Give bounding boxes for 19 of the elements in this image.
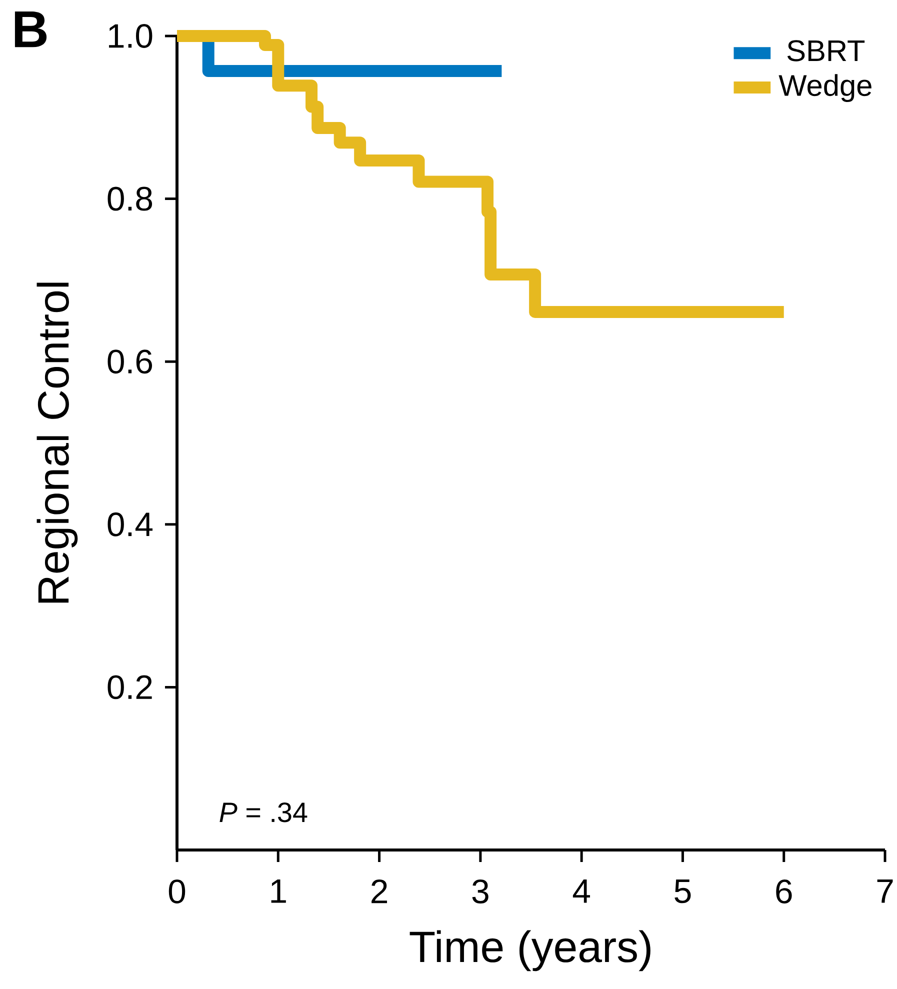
x-tick-label: 0	[168, 879, 186, 904]
x-tick-label: 3	[472, 879, 488, 904]
legend-label: Wedge	[778, 74, 872, 102]
x-tick-label: 4	[572, 879, 590, 903]
x-axis-title: Time (years)	[410, 930, 650, 972]
x-tick-label: 6	[776, 879, 792, 904]
annotation: P = .34	[220, 802, 308, 822]
y-tick-label: 1.0	[108, 24, 152, 48]
x-tick-label: 7	[877, 879, 893, 903]
x-tick-label: 2	[372, 879, 388, 904]
y-tick-label: 0.8	[108, 186, 152, 211]
y-tick-label: 0.4	[108, 512, 153, 536]
y-tick-label: 0.2	[108, 675, 152, 700]
x-tick-label: 1	[271, 879, 286, 903]
x-tick-label: 5	[674, 879, 691, 904]
legend-label: SBRT	[787, 40, 865, 62]
text: B	[14, 11, 47, 48]
y-tick-label: 0.6	[108, 350, 152, 374]
y-axis-title: Regional Control	[36, 282, 78, 603]
